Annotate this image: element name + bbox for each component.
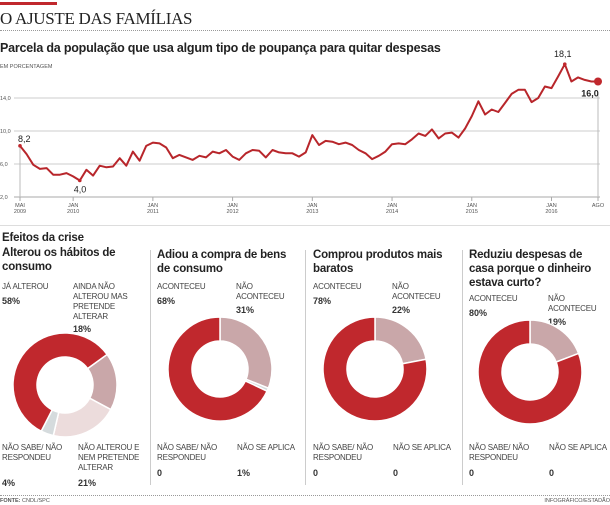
x-tick-label: JAN	[307, 203, 317, 209]
slice-label: AINDA NÃO ALTEROU MAS PRETENDE ALTERAR	[73, 282, 128, 321]
x-tick-label: JAN	[68, 203, 78, 209]
data-point	[18, 144, 22, 148]
slice-label: NÃO SE APLICA	[237, 443, 295, 452]
slice-label: NÃO SABE/ NÃO RESPONDEU	[469, 443, 530, 462]
slice-label: NÃO ALTEROU E NEM PRETENDE ALTERAR	[78, 443, 140, 472]
divider	[0, 495, 610, 496]
slice-value: 22%	[392, 305, 411, 315]
x-tick-label: JAN	[148, 203, 158, 209]
donut-slice	[12, 332, 109, 433]
series-line	[19, 63, 598, 182]
x-tick-label: 2014	[386, 209, 398, 215]
slice-value: 68%	[157, 296, 176, 306]
donut-title: Adiou a compra de bens de consumo	[157, 249, 287, 275]
x-tick-label: 2016	[545, 209, 557, 215]
slice-value: 4%	[2, 478, 16, 488]
slice-value: 0	[469, 468, 475, 478]
y-tick-label: 6,0	[0, 162, 8, 168]
data-point	[77, 178, 82, 183]
x-tick-label: 2015	[466, 209, 478, 215]
line-chart: 2,06,010,014,0MAI2009JAN2010JAN2011JAN20…	[0, 49, 605, 215]
slice-label: NÃO SE APLICA	[549, 443, 607, 452]
slice-label: ACONTECEU	[313, 282, 362, 291]
data-point	[594, 77, 602, 86]
donut-slice	[219, 316, 273, 390]
column-divider	[305, 250, 306, 485]
x-tick-label: 2013	[306, 209, 318, 215]
slice-value: 21%	[78, 478, 97, 488]
source-label: FONTE:	[0, 498, 21, 504]
data-label: 18,1	[554, 49, 572, 59]
y-tick-label: 2,0	[0, 195, 8, 201]
slice-label: NÃO SABE/ NÃO RESPONDEU	[2, 443, 63, 462]
section-title: Efeitos da crise	[2, 232, 84, 244]
source: CNDL/SPC	[22, 498, 50, 504]
donut-title: Comprou produtos mais baratos	[313, 249, 443, 275]
slice-value: 0	[393, 468, 399, 478]
slice-label: JÁ ALTEROU	[2, 282, 49, 291]
slice-label: NÃO ACONTECEU	[236, 282, 285, 301]
x-tick-label: 2012	[226, 209, 238, 215]
slice-value: 58%	[2, 296, 21, 306]
slice-label: ACONTECEU	[157, 282, 206, 291]
donut-title: Alterou os hábitos de consumo	[2, 247, 116, 273]
page-title: O AJUSTE DAS FAMÍLIAS	[0, 9, 193, 28]
x-tick-label: JAN	[227, 203, 237, 209]
x-tick-label: 2010	[67, 209, 79, 215]
x-tick-label: AGO	[592, 203, 605, 209]
donut-slice	[322, 316, 428, 422]
credit: INFOGRÁFICO/ESTADÃO	[544, 498, 610, 504]
slice-value: 0	[549, 468, 555, 478]
slice-value: 0	[157, 468, 163, 478]
slice-value: 18%	[73, 324, 92, 334]
y-tick-label: 10,0	[0, 129, 11, 135]
slice-label: NÃO SABE/ NÃO RESPONDEU	[157, 443, 218, 462]
line-chart-title: Parcela da população que usa algum tipo …	[0, 41, 441, 55]
column-divider	[462, 250, 463, 485]
slice-label: NÃO SABE/ NÃO RESPONDEU	[313, 443, 374, 462]
y-tick-label: 14,0	[0, 96, 11, 102]
slice-value: 80%	[469, 308, 488, 318]
accent-bar	[0, 2, 57, 5]
donut-slice	[167, 316, 269, 422]
line-chart-unit: EM PORCENTAGEM	[0, 64, 53, 70]
data-label: 4,0	[74, 185, 87, 195]
donut-slice	[477, 319, 583, 425]
data-label: 16,0	[581, 89, 599, 99]
slice-value: 0	[313, 468, 319, 478]
x-tick-label: JAN	[467, 203, 477, 209]
x-tick-label: 2009	[14, 209, 26, 215]
data-point	[562, 62, 567, 66]
x-tick-label: JAN	[546, 203, 556, 209]
divider	[0, 30, 610, 31]
divider	[0, 225, 610, 226]
x-tick-label: 2011	[147, 209, 159, 215]
slice-value: 78%	[313, 296, 332, 306]
slice-value: 1%	[237, 468, 251, 478]
slice-value: 19%	[548, 317, 567, 327]
data-label: 8,2	[18, 134, 31, 144]
slice-label: NÃO ACONTECEU	[392, 282, 441, 301]
x-tick-label: JAN	[387, 203, 397, 209]
slice-label: ACONTECEU	[469, 294, 518, 303]
donut-title: Reduziu despesas de casa porque o dinhei…	[469, 249, 592, 289]
slice-value: 31%	[236, 305, 255, 315]
donut-slice	[374, 316, 427, 365]
column-divider	[150, 250, 151, 485]
slice-label: NÃO SE APLICA	[393, 443, 451, 452]
slice-label: NÃO ACONTECEU	[548, 294, 597, 313]
x-tick-label: MAI	[15, 203, 25, 209]
